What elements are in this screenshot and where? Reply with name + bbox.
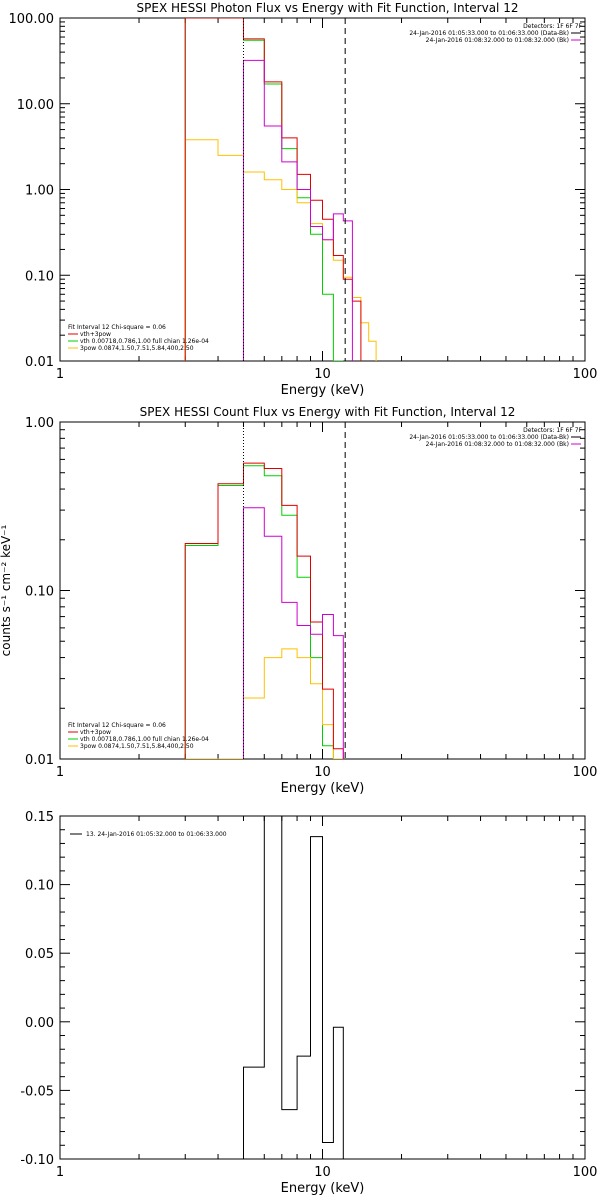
series-total-line <box>184 18 362 361</box>
series-powerlaw-line <box>184 139 377 361</box>
y-tick-label: 0.01 <box>25 753 54 768</box>
panel-1: 1 10 100 Energy (keV) 0.01 0.10 1.00 10.00 100.0… <box>9 1 598 398</box>
series-group <box>243 816 344 1159</box>
x-axis-label: Energy (keV) <box>281 1181 365 1196</box>
legend-text: 3pow 0.0874,1.50,7.51,5.84,400,2.50 <box>80 743 194 750</box>
legend-text: 3pow 0.0874,1.50,7.51,5.84,400,2.50 <box>80 345 194 352</box>
y-tick-label: -0.05 <box>20 1084 54 1099</box>
y-tick-label: 1.00 <box>25 184 54 199</box>
x-axis: 1 10 100 <box>56 816 598 1180</box>
y-tick-label: 10.00 <box>17 98 54 113</box>
legend-text: 24-Jan-2016 01:08:32.000 to 01:08:32.000… <box>426 37 569 44</box>
legend-text: 13. 24-Jan-2016 01:05:32.000 to 01:06:33… <box>86 831 227 838</box>
legend-text: Detectors: 1F 6F 7F <box>523 427 582 434</box>
legend-text: Fit Interval 12 Chi-square = 0.06 <box>68 324 166 331</box>
x-tick-label: 10 <box>314 367 331 382</box>
y-tick-label: 0.00 <box>25 1016 54 1031</box>
x-tick-label: 100 <box>573 765 598 780</box>
x-tick-label: 1 <box>56 1165 64 1180</box>
y-axis: 0.01 0.10 1.00 10.00 100.00 <box>9 12 585 370</box>
y-tick-label: 100.00 <box>9 12 55 27</box>
y-axis-label: counts s⁻¹ cm⁻² keV⁻¹ <box>0 524 13 656</box>
y-tick-label: 1.00 <box>25 416 54 431</box>
y-tick-label: 0.10 <box>25 879 54 894</box>
legend-text: vth+3pow <box>80 331 111 338</box>
x-tick-label: 10 <box>314 765 331 780</box>
series-powerlaw-line <box>185 648 344 759</box>
panel-3: 1 10 100 Energy (keV) -0.10 -0.05 0.00 0.05 0.10… <box>20 810 597 1196</box>
x-tick-label: 100 <box>573 367 598 382</box>
legend-text: vth 0.00718,0.786,1.00 full chian 1.26e-… <box>80 338 209 345</box>
y-tick-label: 0.10 <box>25 269 54 284</box>
legend-text: Fit Interval 12 Chi-square = 0.06 <box>68 722 166 729</box>
x-tick-label: 1 <box>56 765 64 780</box>
x-tick-label: 10 <box>314 1165 331 1180</box>
y-tick-label: 0.05 <box>25 947 54 962</box>
y-tick-label: -0.10 <box>20 1153 54 1168</box>
legend-text: 24-Jan-2016 01:05:33.000 to 01:06:33.000… <box>409 30 569 37</box>
series-data-line <box>243 507 344 759</box>
series-group <box>184 18 377 361</box>
legend-text: Detectors: 1F 6F 7F <box>523 23 582 30</box>
y-axis: 0.01 0.10 1.00 <box>25 416 585 768</box>
x-axis-label: Energy (keV) <box>281 781 365 796</box>
panel-2: 1 10 100 Energy (keV) 0.01 0.10 1.00 counts s⁻¹… <box>0 405 597 796</box>
series-data-line <box>243 59 353 361</box>
legend-text: vth+3pow <box>80 729 111 736</box>
series-group <box>184 462 344 759</box>
series-total-line <box>184 462 344 759</box>
y-axis: -0.10 -0.05 0.00 0.05 0.10 0.15 <box>20 810 585 1168</box>
legend-bottom-left: Fit Interval 12 Chi-square = 0.06vth+3po… <box>68 324 209 352</box>
series-thermal-line <box>184 18 344 361</box>
x-axis-label: Energy (keV) <box>281 383 365 398</box>
x-tick-label: 100 <box>573 1165 598 1180</box>
legend-top-left: 13. 24-Jan-2016 01:05:32.000 to 01:06:33… <box>70 831 227 838</box>
chart-title: SPEX HESSI Photon Flux vs Energy with Fi… <box>137 1 519 15</box>
y-tick-label: 0.15 <box>25 810 54 825</box>
plot-frame <box>59 17 586 362</box>
legend-text: 24-Jan-2016 01:08:32.000 to 01:08:32.000… <box>426 441 569 448</box>
legend-text: vth 0.00718,0.786,1.00 full chian 1.26e-… <box>80 736 209 743</box>
y-tick-label: 0.10 <box>25 585 54 600</box>
legend-bottom-left: Fit Interval 12 Chi-square = 0.06vth+3po… <box>68 722 209 750</box>
series-black-line <box>243 816 344 1159</box>
x-tick-label: 1 <box>56 367 64 382</box>
legend-text: 24-Jan-2016 01:05:33.000 to 01:06:33.000… <box>409 434 569 441</box>
chart-title: SPEX HESSI Count Flux vs Energy with Fit… <box>140 405 516 419</box>
y-tick-label: 0.01 <box>25 355 54 370</box>
